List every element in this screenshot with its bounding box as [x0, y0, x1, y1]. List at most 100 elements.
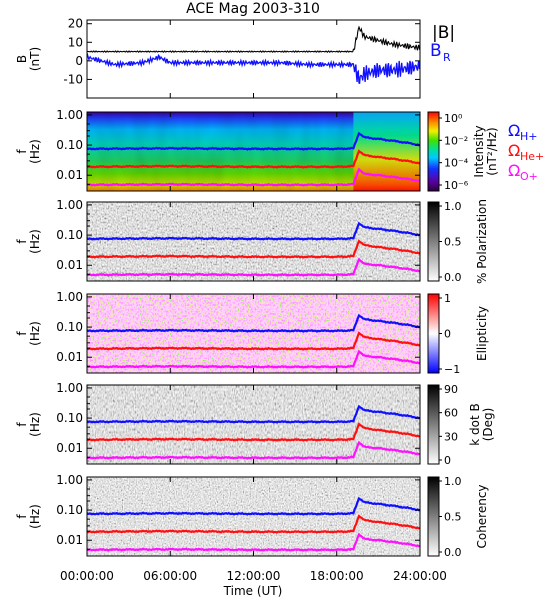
colorbar-tick-label: 30 [444, 430, 458, 443]
colorbar-title-group: k dot B (Deg) [468, 403, 495, 445]
panel-wave-normal-angle: 1.00 0.10 0.01 f (Hz) 90 60 30 0 k dot B (Deg) [15, 381, 495, 467]
y-axis-unit: (Hz) [28, 412, 42, 437]
y-tick-label: 0 [75, 54, 83, 68]
heatmap-image [87, 385, 420, 464]
gyrofrequency-he-plus-line [87, 331, 420, 351]
colorbar-tick-label: 0 [444, 328, 451, 341]
colorbar-tick-label: 90 [444, 383, 458, 396]
gyrofrequency-o-plus-line [87, 440, 420, 460]
gyrofrequency-h-plus-line [87, 313, 420, 333]
y-tick-label: 1.00 [56, 108, 83, 122]
y-axis-unit: (nT) [28, 47, 42, 71]
plot-area [87, 20, 420, 98]
y-axis-label: f [15, 331, 29, 336]
colorbar-tick-label: 60 [444, 407, 458, 420]
gyrofrequency-h-plus-line [87, 131, 420, 151]
gyrofrequency-he-plus-line [87, 422, 420, 442]
panel-coherency: 1.00 0.10 0.01 f (Hz) 1.0 0.5 0.0 Coherency [15, 473, 489, 559]
heatmap-noise [87, 202, 420, 281]
gyrofrequency-h-plus-line [87, 221, 420, 241]
y-tick-label: 0.01 [56, 168, 83, 182]
colorbar-gradient [427, 293, 440, 374]
colorbar-tick-label: 0.5 [444, 511, 462, 524]
y-axis-label: B [15, 55, 29, 63]
colorbar: 1.0 0.5 0.0 Coherency [427, 475, 489, 559]
heatmap-noise [87, 294, 420, 373]
colorbar-gradient [427, 201, 440, 282]
y-axis-unit: (Hz) [28, 229, 42, 254]
legend-omega-symbol: Ω [508, 161, 520, 180]
panel-polarization: 1.00 0.10 0.01 f (Hz) 1.0 0.5 0.0 % Polarization [15, 198, 489, 284]
y-tick-label: 0.01 [56, 533, 83, 547]
y-axis-unit: (Hz) [28, 504, 42, 529]
colorbar-title: Coherency [475, 484, 489, 548]
y-tick-label: 0.10 [56, 138, 83, 152]
legend-h-plus: H+ [520, 130, 538, 143]
chart-title: ACE Mag 2003-310 [186, 1, 320, 17]
y-tick-label: 1.00 [56, 381, 83, 395]
colorbar: 1 0 −1 Ellipticity [427, 292, 489, 376]
y-tick-label: 0.10 [56, 228, 83, 242]
gyrofrequency-he-plus-line [87, 514, 420, 534]
colorbar-tick-label: 10⁻⁴ [444, 157, 469, 170]
gyrofrequency-he-plus-line [87, 239, 420, 259]
x-tick-label: 12:00:00 [227, 569, 281, 583]
legend-b-r-sub: R [443, 51, 451, 64]
y-tick-label: 0.10 [56, 320, 83, 334]
gyrofrequency-he-plus-line [87, 149, 420, 169]
y-axis-label: f [15, 149, 29, 154]
colorbar-title: k dot B [468, 403, 482, 445]
colorbar-unit: (Deg) [481, 408, 495, 442]
heatmap-noise [87, 385, 420, 464]
heatmap-image [87, 477, 420, 556]
colorbar-tick-label: 1.0 [444, 200, 462, 213]
y-tick-labels: 1.00 0.10 0.01 [56, 381, 420, 458]
colorbar-tick-label: 0.5 [444, 236, 462, 249]
legend-b-total: |B| [432, 23, 455, 43]
colorbar-tick-label: 10⁻² [444, 134, 468, 147]
y-axis-label-group: B (nT) [15, 47, 42, 71]
y-axis-label: f [15, 422, 29, 427]
y-tick-labels: 1.00 0.10 0.01 [56, 473, 420, 550]
series-group [87, 25, 420, 84]
heatmap-image [87, 112, 420, 191]
series-line-b-r [87, 52, 420, 84]
x-tick-label: 06:00:00 [143, 569, 197, 583]
y-tick-label: 1.00 [56, 198, 83, 212]
y-tick-label: 0.01 [56, 258, 83, 272]
y-axis-label-group: f (Hz) [15, 321, 42, 346]
y-tick-label: 20 [68, 17, 83, 31]
colorbar-tick-label: 10⁰ [444, 112, 463, 125]
legend-o-plus: O+ [520, 170, 538, 183]
legend-omega-symbol: Ω [508, 141, 520, 160]
y-tick-label: 0.10 [56, 411, 83, 425]
gyrofrequency-o-plus-line [87, 532, 420, 552]
legend-b-r: B [430, 41, 442, 61]
colorbar: 90 60 30 0 k dot B (Deg) [427, 383, 495, 467]
y-tick-label: 1.00 [56, 290, 83, 304]
y-tick-labels: 1.00 0.10 0.01 [56, 108, 420, 185]
panel-power-spectral-density: 1.00 0.10 0.01 f (Hz) 10⁰ 10⁻² 10⁻⁴ 10⁻⁶Intensit… [15, 108, 544, 192]
y-axis-unit: (Hz) [28, 139, 42, 164]
y-axis-label: f [15, 514, 29, 519]
y-tick-label: 0.01 [56, 441, 83, 455]
y-tick-label: 1.00 [56, 473, 83, 487]
colorbar-tick-label: 1.0 [444, 475, 462, 488]
legend-he-plus: He+ [520, 150, 544, 163]
colorbar-title-group: % Polarization [475, 199, 489, 284]
heatmap-noise [87, 477, 420, 556]
y-axis-label-group: f (Hz) [15, 139, 42, 164]
colorbar-tick-label: 10⁻⁶ [444, 179, 469, 192]
colorbar-title: % Polarization [475, 199, 489, 284]
y-tick-label: 10 [68, 35, 83, 49]
y-tick-labels: 1.00 0.10 0.01 [56, 198, 420, 275]
colorbar: 1.0 0.5 0.0 % Polarization [427, 199, 489, 284]
colorbar-tick-label: 0 [444, 454, 451, 467]
y-tick-labels: 1.00 0.10 0.01 [56, 290, 420, 367]
colorbar-unit: (nT²/Hz) [485, 127, 499, 175]
series-line-b-total [87, 25, 420, 54]
x-tick-label: 24:00:00 [393, 569, 447, 583]
